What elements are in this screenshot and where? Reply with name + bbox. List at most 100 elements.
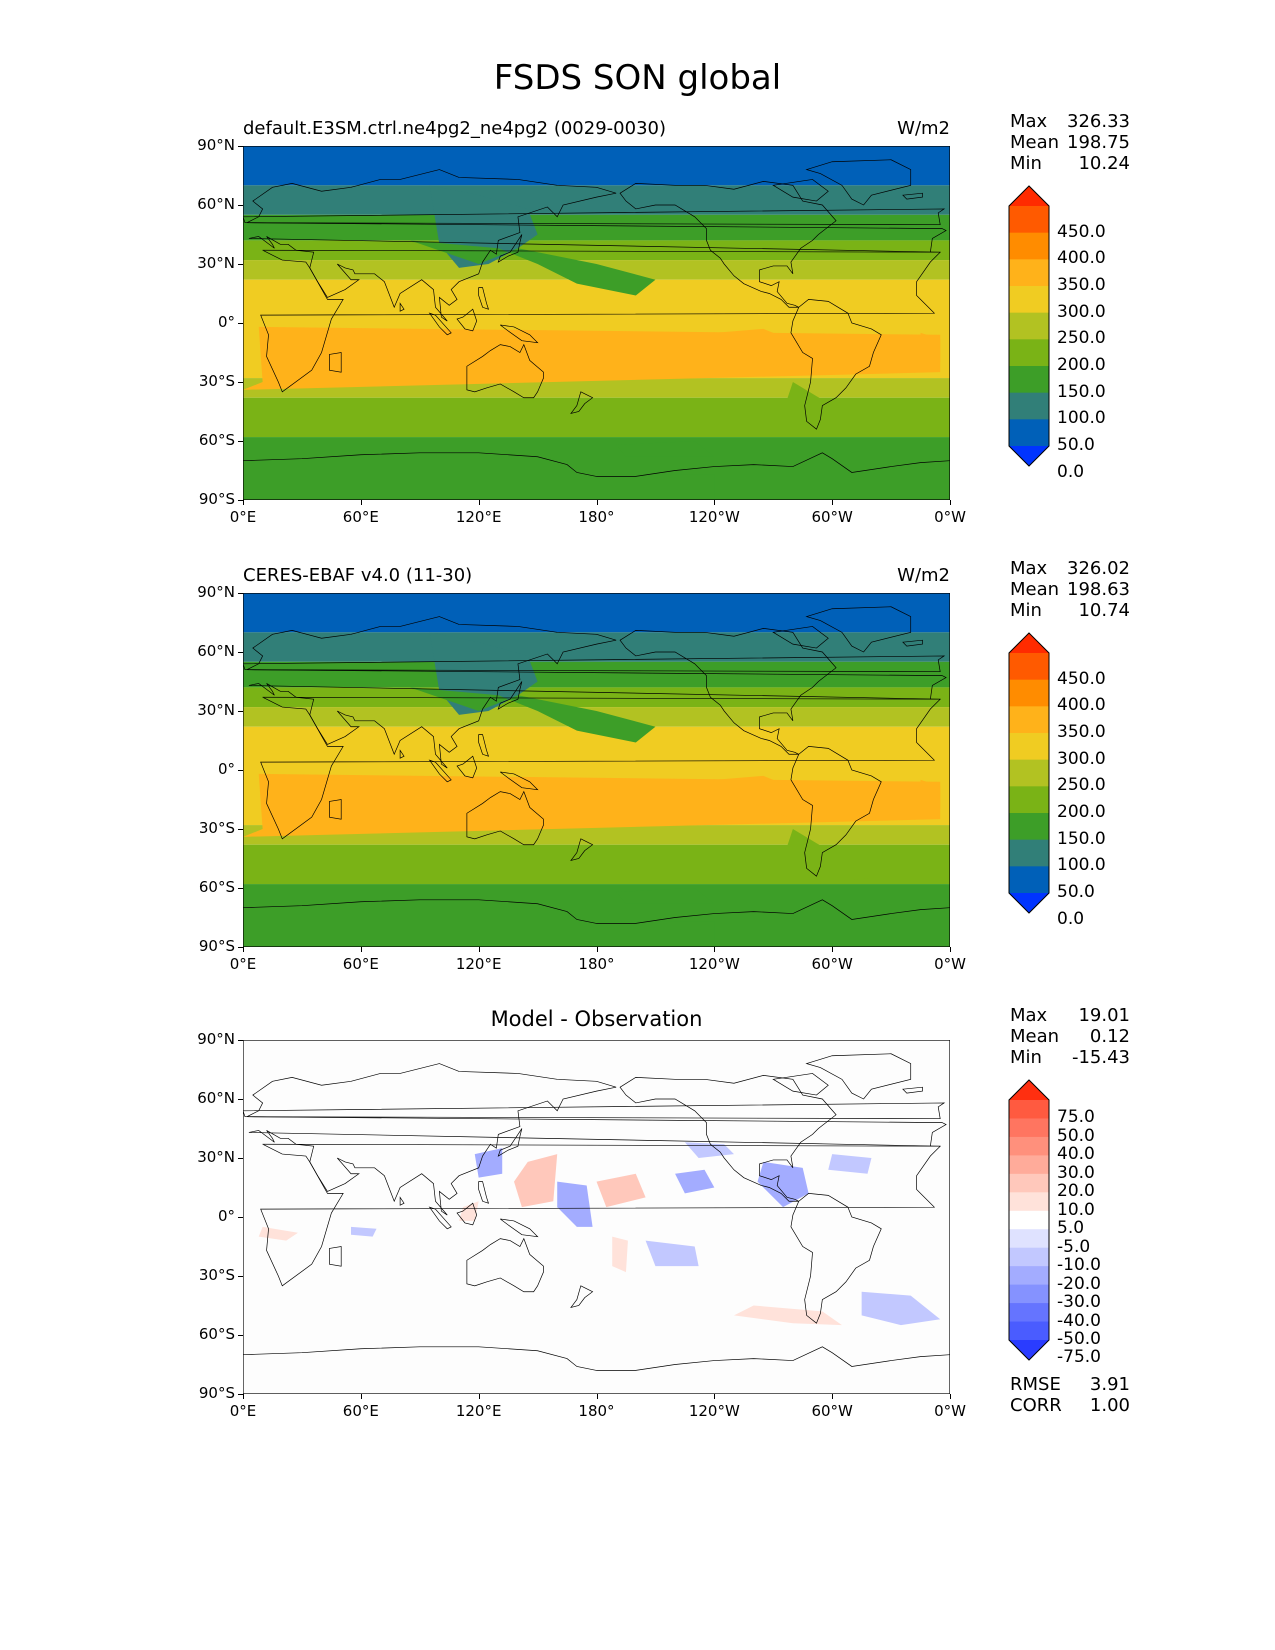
colorbar-tick-label: 50.0 [1057,1125,1095,1146]
colorbar-tick-label: 400.0 [1057,695,1106,716]
field-fill [243,146,950,500]
field-contour-3 [478,332,509,367]
coastline-japan [497,234,523,263]
lon-tick-label: 120°E [455,1402,502,1420]
lon-tick-label: 0°W [934,508,966,526]
coastline-samerica [790,746,882,877]
coastline-uk [243,655,946,673]
stat-label: Max [1010,111,1048,132]
coastline-antarctica [243,1346,950,1371]
coastline-iceland [902,1086,923,1094]
lat-tick-mark [238,711,243,712]
colorbar-tick-label: 40.0 [1057,1144,1095,1165]
panel-model-stat-max: Max 326.33 [1010,111,1130,132]
panel-observation-stat-max: Max 326.02 [1010,558,1130,579]
lat-tick-label: 60°N [197,1089,235,1107]
colorbar-extend-min [1009,1340,1049,1360]
colorbar-extend-min [1009,446,1049,466]
colorbar-tick-label: 450.0 [1057,221,1106,242]
colorbar-segment [1009,1247,1049,1267]
stat-label: Mean [1010,1026,1060,1047]
coastline-sumatra [428,1206,452,1230]
colorbar-tick-label: 300.0 [1057,301,1106,322]
stat-value: 326.33 [1067,111,1130,132]
colorbar-tick-label: 350.0 [1057,275,1106,295]
lon-tick-mark [832,947,834,952]
lat-tick-mark [238,829,243,830]
lon-tick-mark [832,500,834,505]
lon-tick-label: 180° [578,508,615,526]
lat-tick-mark [238,947,243,948]
diff-contour-13 [612,1236,628,1273]
coastline-newguinea [500,771,539,791]
lon-tick-mark [243,1394,244,1399]
coastline-sumatra [428,759,452,783]
colorbar-extend-max [1009,1080,1049,1100]
colorbar-tick-label: -10.0 [1057,1255,1101,1276]
colorbar-tick-label: 150.0 [1057,381,1106,402]
panel-model-colorbar [1008,185,1050,467]
stat-value: 198.63 [1067,579,1130,600]
coastline-madagascar [329,799,342,820]
lon-tick-mark [478,500,480,505]
field-contour-6 [596,921,715,947]
coastline-africa [260,249,942,393]
colorbar-segment [1009,1210,1049,1230]
colorbar-tick-label: 50.0 [1057,882,1095,902]
colorbar-tick-label: 100.0 [1057,855,1106,876]
coastline-greenland [805,606,912,653]
colorbar-tick-label: -75.0 [1057,1347,1101,1368]
field-contour-6 [596,474,715,500]
stat-label: Max [1010,558,1048,579]
colorbar-segment [1009,339,1049,367]
lon-tick-label: 120°W [688,508,740,526]
coastlines [243,606,950,924]
coastline-australia [466,1237,544,1293]
metric-value: 3.91 [1089,1374,1130,1395]
lat-tick-mark [238,500,243,501]
coastline-madagascar [329,352,342,373]
lon-tick-label: 0°W [934,955,966,973]
colorbar-segment [1009,1173,1049,1193]
stat-label: Mean [1010,579,1060,600]
coastline-borneo [456,1202,478,1226]
colorbar-segment [1009,1303,1049,1323]
colorbar-segment [1009,1284,1049,1304]
lat-tick-label: 30°S [198,1266,235,1284]
field-contour-1 [409,687,656,743]
stat-label: Min [1010,153,1042,174]
coastlines [243,1053,950,1371]
colorbar-tick-label: 250.0 [1057,328,1106,349]
coastline-newzealand [570,391,594,415]
lon-tick-mark [360,500,362,505]
coastline-iceland [902,639,923,647]
coastline-eurasia [246,1063,947,1216]
field-band-0 [243,593,950,633]
coastline-sriLanka [399,749,405,759]
colorbar-segment [1009,312,1049,340]
lat-tick-mark [238,888,243,889]
coastline-philippines [478,287,490,310]
lon-tick-label: 60°W [811,955,853,973]
stat-value: 19.01 [1078,1005,1130,1026]
field-band-1 [243,185,950,215]
colorbar-tick-label: 50.0 [1057,435,1095,455]
colorbar-tick-label: 20.0 [1057,1181,1095,1202]
lat-tick-mark [238,323,243,324]
colorbar-segment [1009,866,1049,894]
coastline-japan [497,1128,523,1157]
colorbar-tick-label: 350.0 [1057,722,1106,742]
stat-value: 10.74 [1078,600,1130,621]
lon-tick-mark [478,947,480,952]
lon-tick-label: 0°E [229,1402,257,1420]
coastline-eurasia [246,169,947,322]
coastline-philippines [478,734,490,757]
lon-tick-mark [243,947,244,952]
field-contour-7 [616,888,715,904]
lon-tick-label: 60°E [342,955,379,973]
lat-tick-label: 30°S [198,372,235,390]
colorbar-tick-label: 300.0 [1057,748,1106,769]
panel-difference-map [243,1040,950,1394]
coastline-baffin [772,626,829,649]
colorbar-tick-label: 0.0 [1057,461,1085,482]
